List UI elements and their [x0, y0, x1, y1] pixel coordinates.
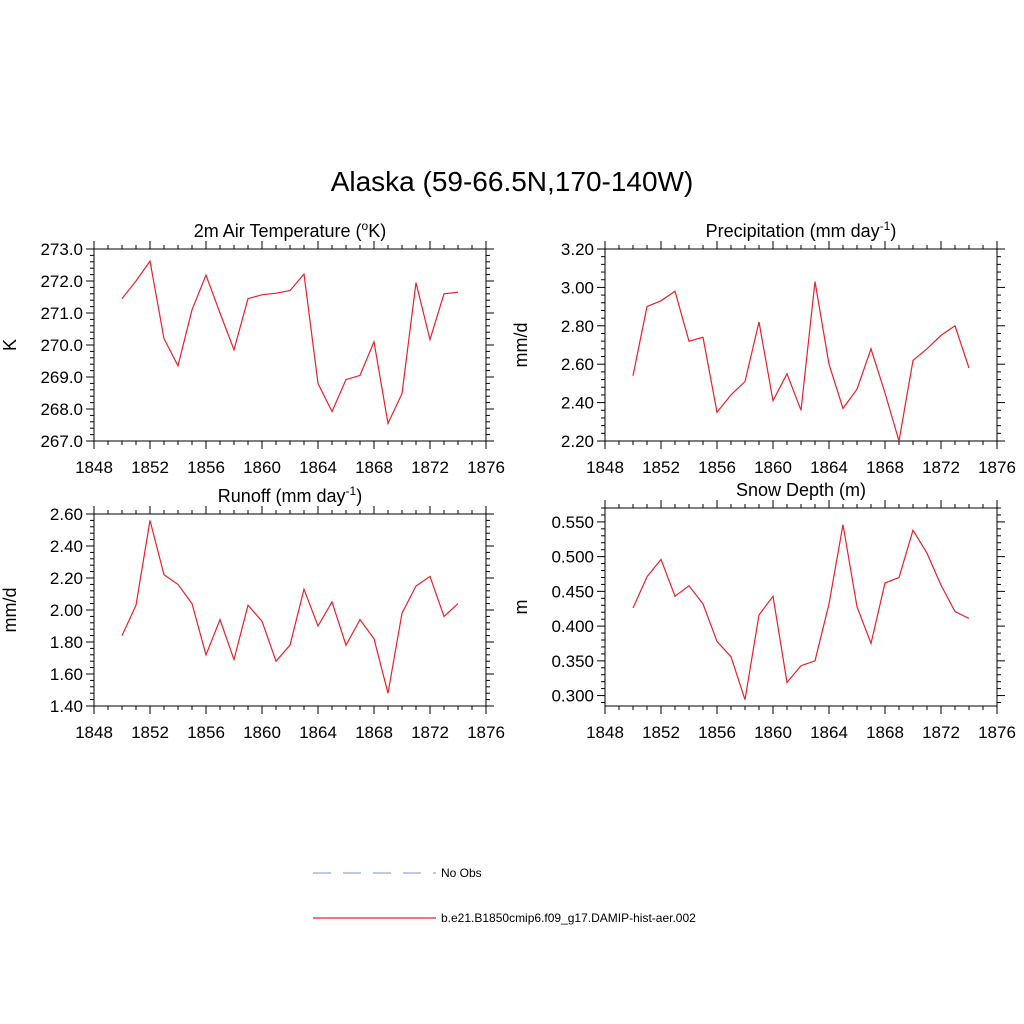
y-axis-label: mm/d [511, 323, 531, 368]
y-tick-label: 1.80 [50, 633, 83, 652]
y-tick-label: 0.350 [551, 652, 594, 671]
x-tick-label: 1872 [411, 723, 449, 742]
y-tick-label: 2.40 [561, 394, 594, 413]
y-tick-label: 0.450 [551, 582, 594, 601]
x-tick-label: 1852 [131, 458, 169, 477]
plot-frame [93, 513, 487, 707]
y-tick-label: 2.60 [561, 355, 594, 374]
x-tick-label: 1856 [698, 723, 736, 742]
x-tick-label: 1852 [642, 723, 680, 742]
x-tick-label: 1868 [355, 458, 393, 477]
y-tick-label: 2.80 [561, 317, 594, 336]
y-tick-label: 269.0 [40, 368, 83, 387]
y-tick-label: 272.0 [40, 272, 83, 291]
x-tick-label: 1876 [467, 458, 505, 477]
x-tick-label: 1852 [642, 458, 680, 477]
y-tick-label: 1.40 [50, 697, 83, 716]
x-tick-label: 1864 [810, 458, 848, 477]
x-tick-label: 1876 [467, 723, 505, 742]
x-tick-label: 1860 [754, 458, 792, 477]
y-tick-label: 273.0 [40, 240, 83, 259]
x-tick-label: 1852 [131, 723, 169, 742]
chart-panel-1: 1848 1852 1856 1860 1864 1868 1872 1876 267.0 268… [0, 219, 505, 477]
y-tick-label: 2.00 [50, 601, 83, 620]
x-tick-label: 1848 [586, 723, 624, 742]
series-line [121, 259, 459, 426]
x-tick-label: 1876 [978, 723, 1016, 742]
series-line [632, 281, 970, 442]
x-tick-label: 1856 [698, 458, 736, 477]
panel-title: 2m Air Temperature (oK) [194, 219, 386, 241]
x-tick-label: 1864 [299, 723, 337, 742]
series-line [121, 520, 459, 694]
y-tick-label: 0.550 [551, 513, 594, 532]
x-tick-label: 1860 [243, 723, 281, 742]
panel-title: Snow Depth (m) [736, 480, 866, 500]
y-tick-label: 2.20 [50, 569, 83, 588]
panel-title: Runoff (mm day-1) [218, 484, 362, 506]
x-tick-label: 1872 [411, 458, 449, 477]
legend-label: b.e21.B1850cmip6.f09_g17.DAMIP-hist-aer.… [441, 911, 696, 925]
y-axis-label: m [511, 600, 531, 615]
x-tick-label: 1856 [187, 723, 225, 742]
y-tick-label: 271.0 [40, 304, 83, 323]
y-axis-label: mm/d [0, 588, 20, 633]
panel-title: Precipitation (mm day-1) [706, 219, 897, 241]
x-tick-label: 1872 [922, 458, 960, 477]
x-tick-label: 1856 [187, 458, 225, 477]
x-tick-label: 1860 [754, 723, 792, 742]
y-tick-label: 0.500 [551, 548, 594, 567]
plot-frame [604, 507, 998, 707]
y-tick-label: 0.300 [551, 687, 594, 706]
y-tick-label: 268.0 [40, 400, 83, 419]
chart-panel-4: 1848 1852 1856 1860 1864 1868 1872 1876 0.300 0.3… [511, 480, 1016, 742]
x-tick-label: 1848 [75, 458, 113, 477]
y-axis-label: K [0, 339, 20, 351]
series-line [632, 524, 970, 700]
x-tick-label: 1868 [866, 723, 904, 742]
y-tick-label: 270.0 [40, 336, 83, 355]
y-tick-label: 2.60 [50, 505, 83, 524]
x-tick-label: 1864 [299, 458, 337, 477]
x-tick-label: 1848 [75, 723, 113, 742]
plot-frame [604, 248, 998, 442]
y-tick-label: 1.60 [50, 665, 83, 684]
chart-panel-3: 1848 1852 1856 1860 1864 1868 1872 1876 1.40 1.60… [0, 484, 505, 742]
figure-title: Alaska (59-66.5N,170-140W) [330, 166, 694, 197]
y-tick-label: 3.00 [561, 278, 594, 297]
legend: No Obs b.e21.B1850cmip6.f09_g17.DAMIP-his… [313, 866, 696, 925]
x-tick-label: 1872 [922, 723, 960, 742]
y-tick-label: 267.0 [40, 432, 83, 451]
x-tick-label: 1864 [810, 723, 848, 742]
x-tick-label: 1876 [978, 458, 1016, 477]
x-tick-label: 1868 [355, 723, 393, 742]
y-tick-label: 0.400 [551, 617, 594, 636]
y-tick-label: 3.20 [561, 240, 594, 259]
chart-panel-2: 1848 1852 1856 1860 1864 1868 1872 1876 2.20 2.40… [511, 219, 1016, 477]
legend-label: No Obs [441, 866, 482, 880]
x-tick-label: 1860 [243, 458, 281, 477]
y-tick-label: 2.20 [561, 432, 594, 451]
y-tick-label: 2.40 [50, 537, 83, 556]
x-tick-label: 1868 [866, 458, 904, 477]
x-tick-label: 1848 [586, 458, 624, 477]
